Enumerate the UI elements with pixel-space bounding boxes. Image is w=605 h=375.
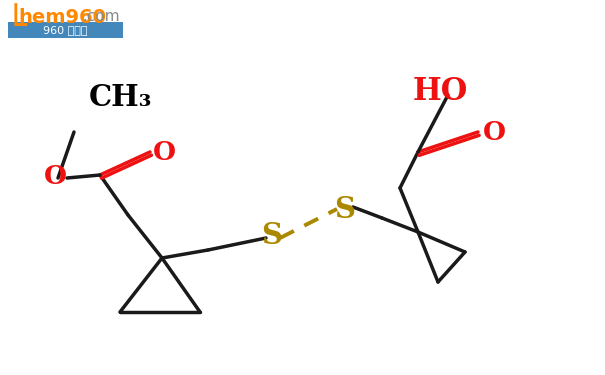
- Text: S: S: [261, 220, 283, 249]
- Text: └: └: [5, 10, 27, 44]
- Text: HO: HO: [413, 76, 468, 108]
- Text: 960 化工网: 960 化工网: [43, 25, 87, 35]
- Text: hem960: hem960: [18, 8, 106, 27]
- Text: .com: .com: [82, 9, 120, 24]
- Text: CH₃: CH₃: [88, 84, 152, 112]
- Text: O: O: [483, 120, 506, 144]
- Text: S: S: [335, 195, 356, 225]
- FancyBboxPatch shape: [8, 22, 123, 38]
- Text: O: O: [44, 165, 67, 189]
- Text: O: O: [152, 140, 175, 165]
